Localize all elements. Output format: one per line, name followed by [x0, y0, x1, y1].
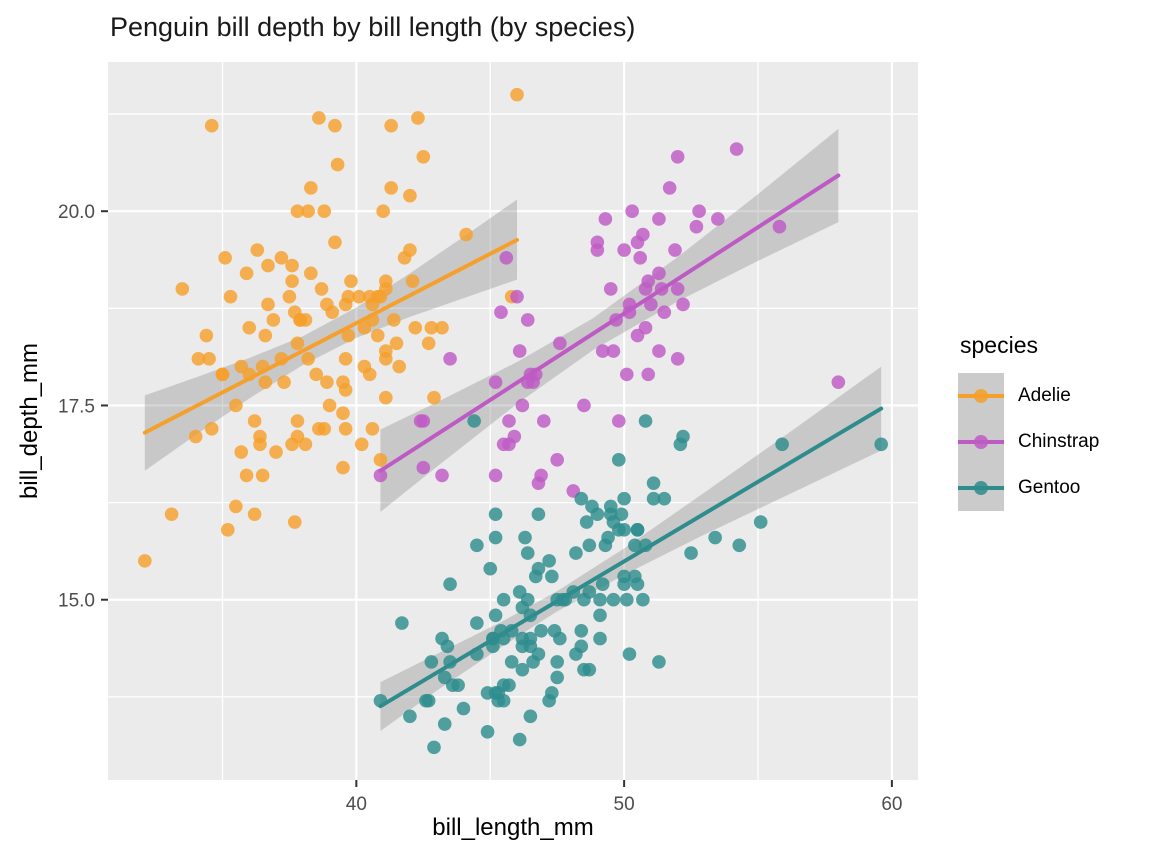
points-gentoo [373, 414, 888, 755]
plot-data-layer [138, 87, 888, 755]
legend: species Adelie Chinstrap Gentoo [958, 332, 1099, 511]
legend-key-adelie [958, 373, 1004, 419]
legend-title: species [960, 332, 1038, 358]
point-swatch-icon [974, 389, 988, 403]
points-chinstrap [373, 142, 846, 498]
axis-ticks: 40 50 60 15.0 17.5 20.0 [58, 202, 902, 815]
legend-item-adelie: Adelie [958, 373, 1099, 419]
point-swatch-icon [974, 435, 988, 449]
gridlines [108, 62, 918, 780]
svg-text:15.0: 15.0 [58, 591, 95, 612]
legend-item-chinstrap: Chinstrap [958, 419, 1099, 465]
legend-key-chinstrap [958, 419, 1004, 465]
chart-title: Penguin bill depth by bill length (by sp… [110, 12, 636, 42]
legend-label-chinstrap: Chinstrap [1018, 431, 1100, 452]
trend-line-gentoo [378, 406, 884, 709]
y-axis-title: bill_depth_mm [16, 342, 43, 500]
trend-line-chinstrap [378, 173, 841, 473]
x-axis-title: bill_length_mm [432, 814, 594, 841]
point-swatch-icon [974, 481, 988, 495]
legend-label-adelie: Adelie [1018, 385, 1071, 406]
svg-text:20.0: 20.0 [58, 202, 95, 223]
svg-text:60: 60 [881, 794, 902, 815]
legend-label-gentoo: Gentoo [1018, 477, 1081, 498]
legend-key-gentoo [958, 465, 1004, 511]
svg-text:40: 40 [346, 794, 367, 815]
svg-text:17.5: 17.5 [58, 396, 95, 417]
svg-text:50: 50 [614, 794, 635, 815]
trend-line-adelie [142, 237, 520, 435]
points-adelie [138, 87, 524, 568]
legend-item-gentoo: Gentoo [958, 465, 1099, 511]
